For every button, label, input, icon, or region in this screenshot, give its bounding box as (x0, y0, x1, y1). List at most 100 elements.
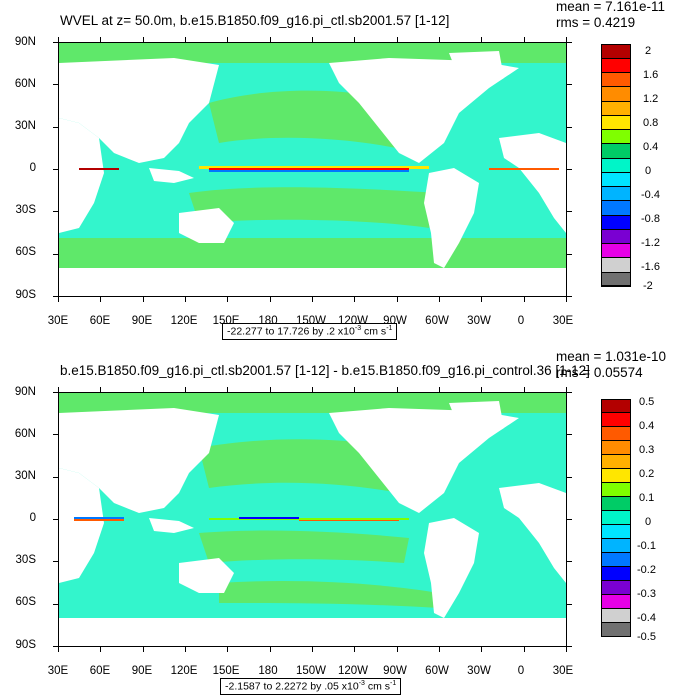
colorbar-swatch (601, 525, 631, 539)
axis-tick (567, 296, 572, 297)
axis-tick (354, 37, 355, 42)
axis-tick (566, 387, 567, 392)
colorbar-swatch (601, 567, 631, 581)
colorbar-swatch (601, 200, 631, 216)
axis-tick (567, 434, 572, 435)
australia-land (179, 208, 234, 243)
lon-label: 150E (212, 665, 240, 677)
colorbar-swatch (601, 100, 631, 116)
lon-label: 120W (337, 665, 369, 677)
colorbar-label: 0.4 (639, 420, 655, 432)
axis-tick (100, 37, 101, 42)
axis-tick (397, 387, 398, 392)
colorbar-label: 0.8 (643, 117, 659, 129)
panel-bottom: b.e15.B1850.f09_g16.pi_ctl.sb2001.57 [1-… (0, 349, 700, 700)
axis-tick (567, 561, 572, 562)
axis-tick (481, 297, 482, 302)
rms-stat: rms = 0.4219 (556, 15, 636, 30)
axis-tick (524, 647, 525, 652)
axis-tick (185, 387, 186, 392)
axis-tick (53, 604, 58, 605)
colorbar-swatch (601, 497, 631, 511)
colorbar-swatch (601, 455, 631, 469)
colorbar-label: 0.3 (639, 444, 655, 456)
lon-label: 30E (552, 315, 574, 327)
axis-tick (567, 42, 572, 43)
colorbar-swatch (601, 186, 631, 202)
axis-tick (567, 169, 572, 170)
panel-top: WVEL at z= 50.0m, b.e15.B1850.f09_g16.pi… (14, 0, 665, 340)
map-plot (58, 392, 567, 647)
colorbar-swatch (601, 44, 631, 59)
lat-label: 30S (15, 204, 36, 216)
colorbar-swatch (601, 58, 631, 74)
eurasia-land (59, 408, 219, 513)
lon-label: 150W (295, 665, 327, 677)
colorbar-swatch (601, 413, 631, 427)
axis-tick (143, 37, 144, 42)
axis-tick (567, 84, 572, 85)
lon-label: 0 (517, 315, 525, 327)
axis-tick (53, 42, 58, 43)
map-plot (58, 42, 567, 297)
colorbar-label: -0.4 (637, 612, 656, 624)
colorbar-label: -0.1 (637, 540, 656, 552)
lon-label: 90E (131, 315, 153, 327)
colorbar-swatch (601, 511, 631, 525)
axis-tick (567, 604, 572, 605)
axis-tick (524, 387, 525, 392)
axis-tick (227, 647, 228, 652)
colorbar-label: 0 (645, 516, 652, 528)
axis-tick (439, 37, 440, 42)
axis-tick (227, 387, 228, 392)
axis-tick (58, 37, 59, 42)
axis-tick (143, 297, 144, 302)
indonesia-land (149, 168, 194, 183)
colorbar-label: -1.6 (641, 261, 660, 273)
colorbar-swatch (601, 609, 631, 623)
south-america-land (424, 518, 479, 618)
axis-tick (354, 297, 355, 302)
contour-range-info: -2.1587 to 2.2272 by .05 x10-3 cm s-1 (220, 678, 402, 695)
axis-tick (58, 387, 59, 392)
lon-label: 30E (47, 665, 69, 677)
colorbar-swatch (601, 129, 631, 145)
colorbar-label: -0.5 (637, 631, 656, 643)
axis-tick (481, 387, 482, 392)
lat-label: 60S (15, 596, 36, 608)
axis-tick (270, 37, 271, 42)
lon-label: 30E (47, 315, 69, 327)
axis-tick (58, 297, 59, 302)
colorbar-swatch (601, 72, 631, 88)
axis-tick (312, 297, 313, 302)
mean-stat: mean = 1.031e-10 (556, 349, 666, 364)
axis-tick (143, 387, 144, 392)
colorbar-label: -0.2 (637, 564, 656, 576)
lon-label: 120E (170, 665, 198, 677)
axis-tick (439, 647, 440, 652)
colorbar-swatch (601, 143, 631, 159)
lat-label: 60S (15, 246, 36, 258)
colorbar-swatch (601, 257, 631, 273)
lon-label: 120E (170, 315, 198, 327)
axis-tick (100, 297, 101, 302)
colorbar-swatch (601, 483, 631, 497)
lat-label: 90N (14, 36, 36, 48)
axis-tick (53, 296, 58, 297)
axis-tick (567, 127, 572, 128)
lon-label: 90E (131, 665, 153, 677)
axis-tick (567, 392, 572, 393)
colorbar-label: 2 (645, 45, 652, 57)
lon-label: 180 (258, 665, 278, 677)
axis-tick (567, 477, 572, 478)
lat-label: 0 (29, 162, 36, 174)
axis-tick (312, 647, 313, 652)
lon-label: 90W (383, 665, 407, 677)
axis-tick (58, 647, 59, 652)
axis-tick (439, 297, 440, 302)
axis-tick (185, 647, 186, 652)
axis-tick (567, 211, 572, 212)
axis-tick (566, 647, 567, 652)
axis-tick (481, 37, 482, 42)
axis-tick (567, 254, 572, 255)
